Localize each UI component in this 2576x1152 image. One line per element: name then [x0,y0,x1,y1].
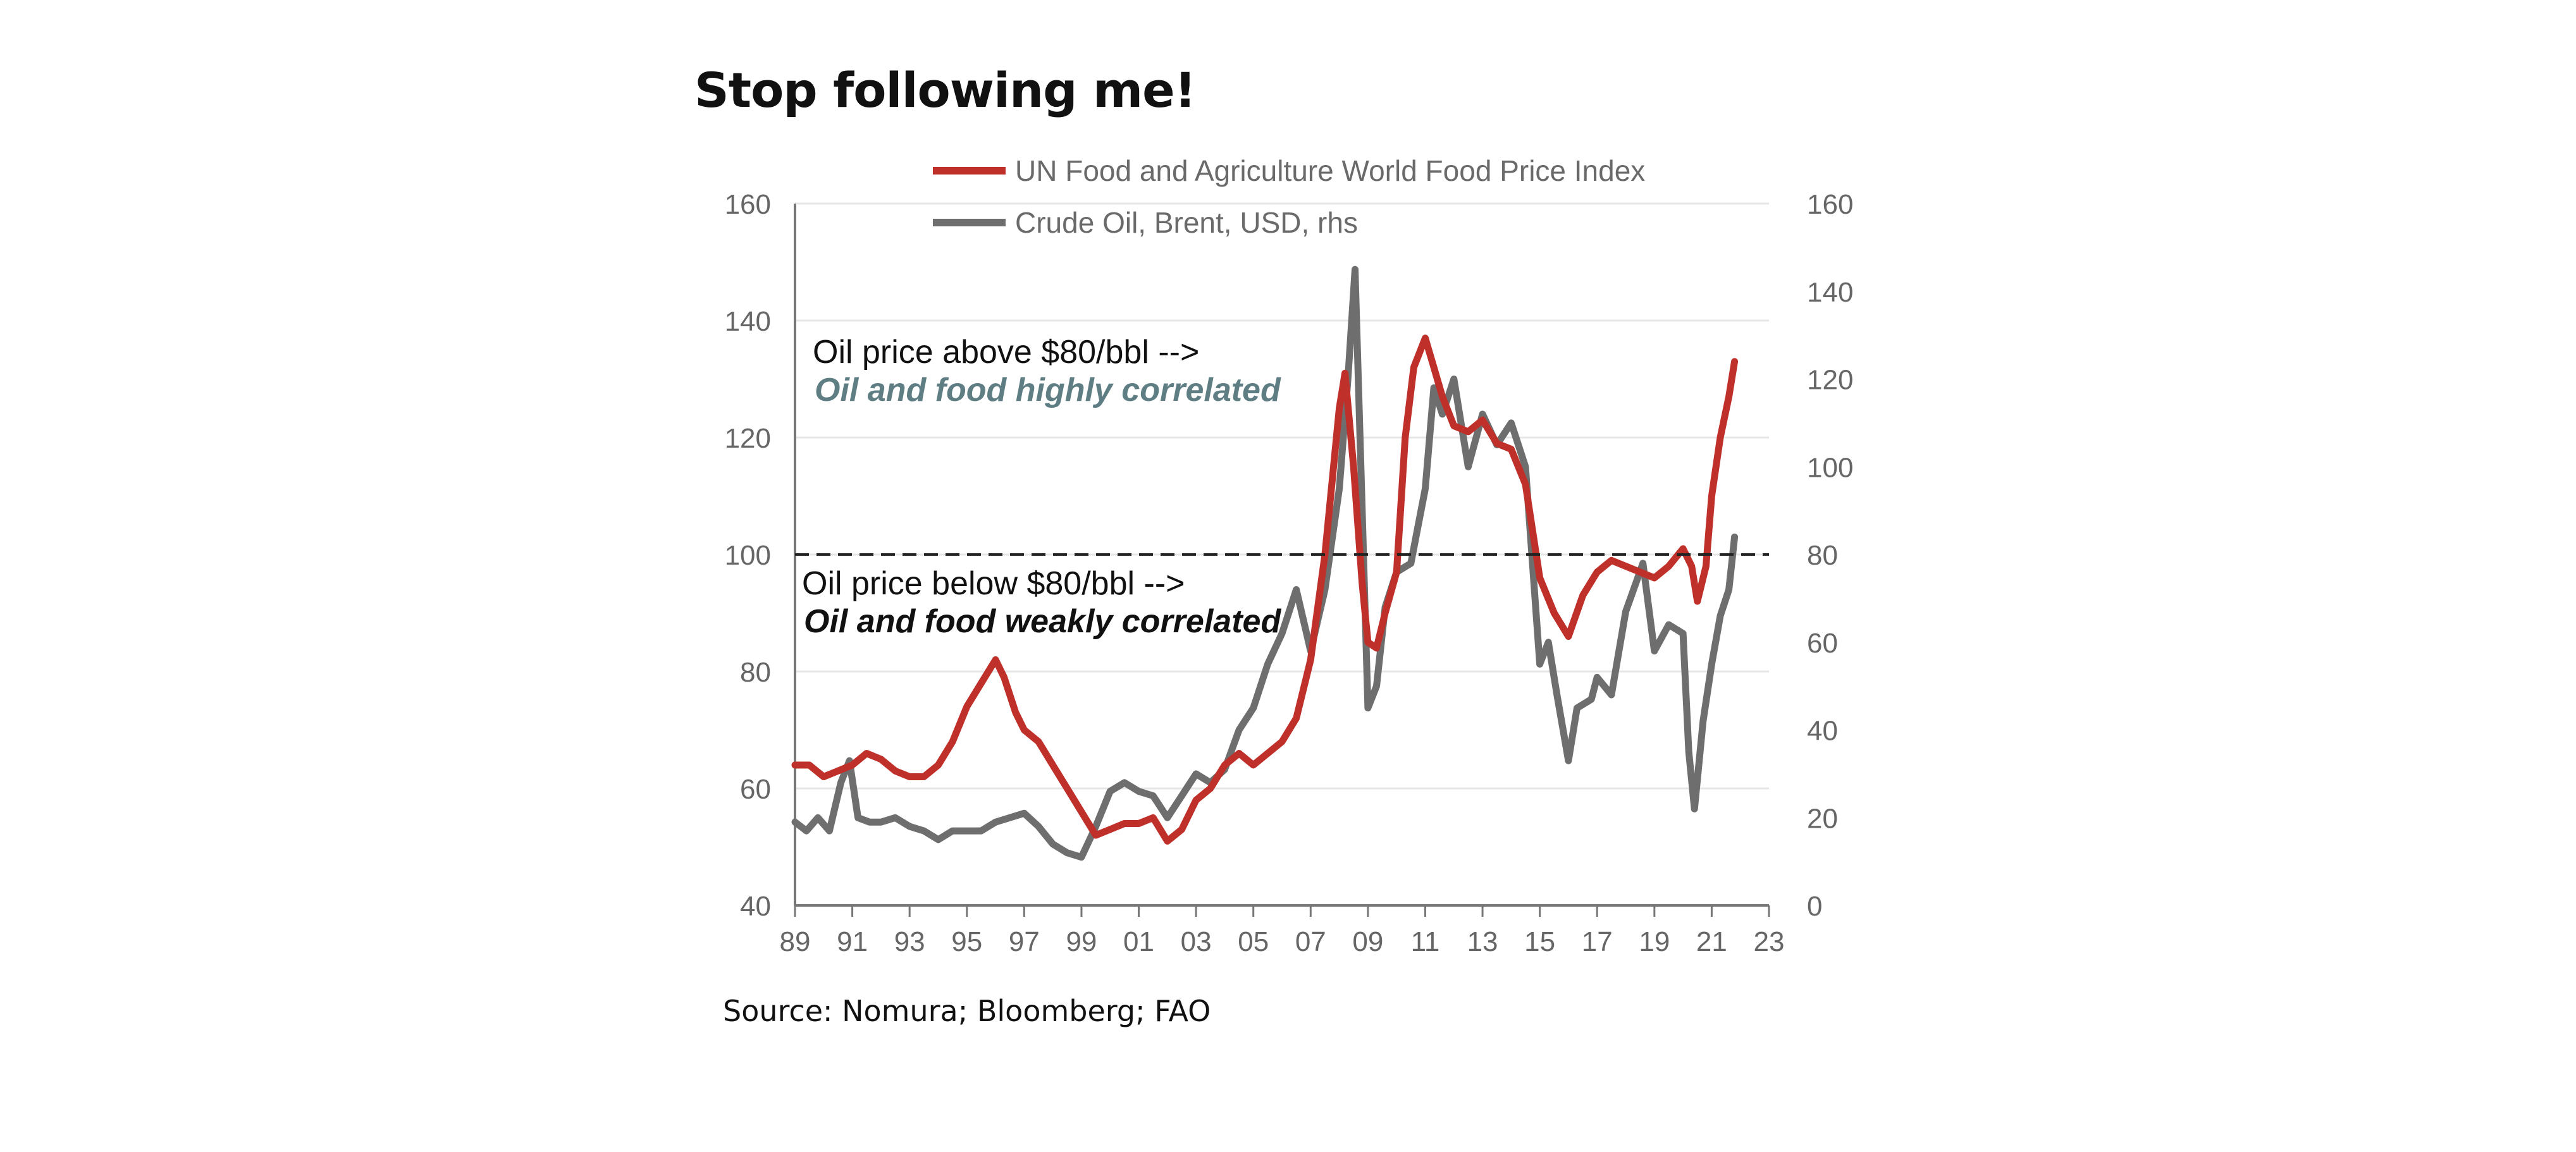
x-tick-label: 03 [1181,926,1212,957]
x-tick-label: 19 [1639,926,1670,957]
x-tick-label: 05 [1238,926,1269,957]
x-tick-label: 95 [951,926,982,957]
x-tick-label: 99 [1066,926,1097,957]
series-line-food-price-index [791,334,1739,845]
x-tick-label: 01 [1123,926,1154,957]
x-tick-label: 89 [780,926,811,957]
legend-label-oil: Crude Oil, Brent, USD, rhs [1015,206,1358,239]
annotation-above-line2: Oil and food highly correlated [815,372,1281,408]
x-tick-label: 07 [1295,926,1326,957]
y-right-tick-label: 100 [1807,452,1853,483]
y-right-tick-label: 60 [1807,628,1838,659]
y-left-tick-label: 140 [725,306,771,337]
annotation-below-line1: Oil price below $80/bbl --> [802,565,1185,602]
series-layer [791,266,1739,861]
x-tick-label: 97 [1009,926,1040,957]
x-tick-label: 17 [1582,926,1613,957]
y-right-tick-label: 40 [1807,716,1838,747]
annotation-below-line2: Oil and food weakly correlated [804,603,1281,640]
y-left-tick-label: 100 [725,540,771,571]
x-tick-label: 91 [837,926,868,957]
x-tick-label: 13 [1467,926,1498,957]
page-title: Stop following me! [694,62,1196,118]
annotations: Oil price above $80/bbl --> Oil and food… [802,334,1281,640]
x-tick-label: 15 [1524,926,1555,957]
x-tick-label: 23 [1754,926,1785,957]
source-note: Source: Nomura; Bloomberg; FAO [723,994,1211,1028]
y-right-tick-label: 0 [1807,891,1822,922]
y-right-tick-label: 120 [1807,365,1853,396]
legend-label-food: UN Food and Agriculture World Food Price… [1015,154,1645,187]
x-tick-label: 11 [1411,926,1440,957]
x-tick-label: 93 [894,926,925,957]
y-right-tick-label: 20 [1807,803,1838,834]
tick-label-layer: 160 140 120 100 80 60 40 160 140 120 100 80 60 40 20 0 8… [725,189,1854,957]
y-left-tick-label: 120 [725,423,771,454]
y-right-tick-label: 80 [1807,540,1838,571]
y-left-tick-label: 80 [740,657,771,688]
y-right-tick-label: 140 [1807,277,1853,308]
y-right-tick-label: 160 [1807,189,1853,220]
axes-layer [794,204,1770,917]
y-left-tick-label: 40 [740,891,771,922]
x-tick-label: 09 [1352,926,1383,957]
y-left-tick-label: 160 [725,189,771,220]
x-tick-label: 21 [1696,926,1727,957]
y-left-tick-label: 60 [740,774,771,805]
annotation-above-line1: Oil price above $80/bbl --> [813,334,1199,371]
legend: UN Food and Agriculture World Food Price… [933,154,1645,239]
